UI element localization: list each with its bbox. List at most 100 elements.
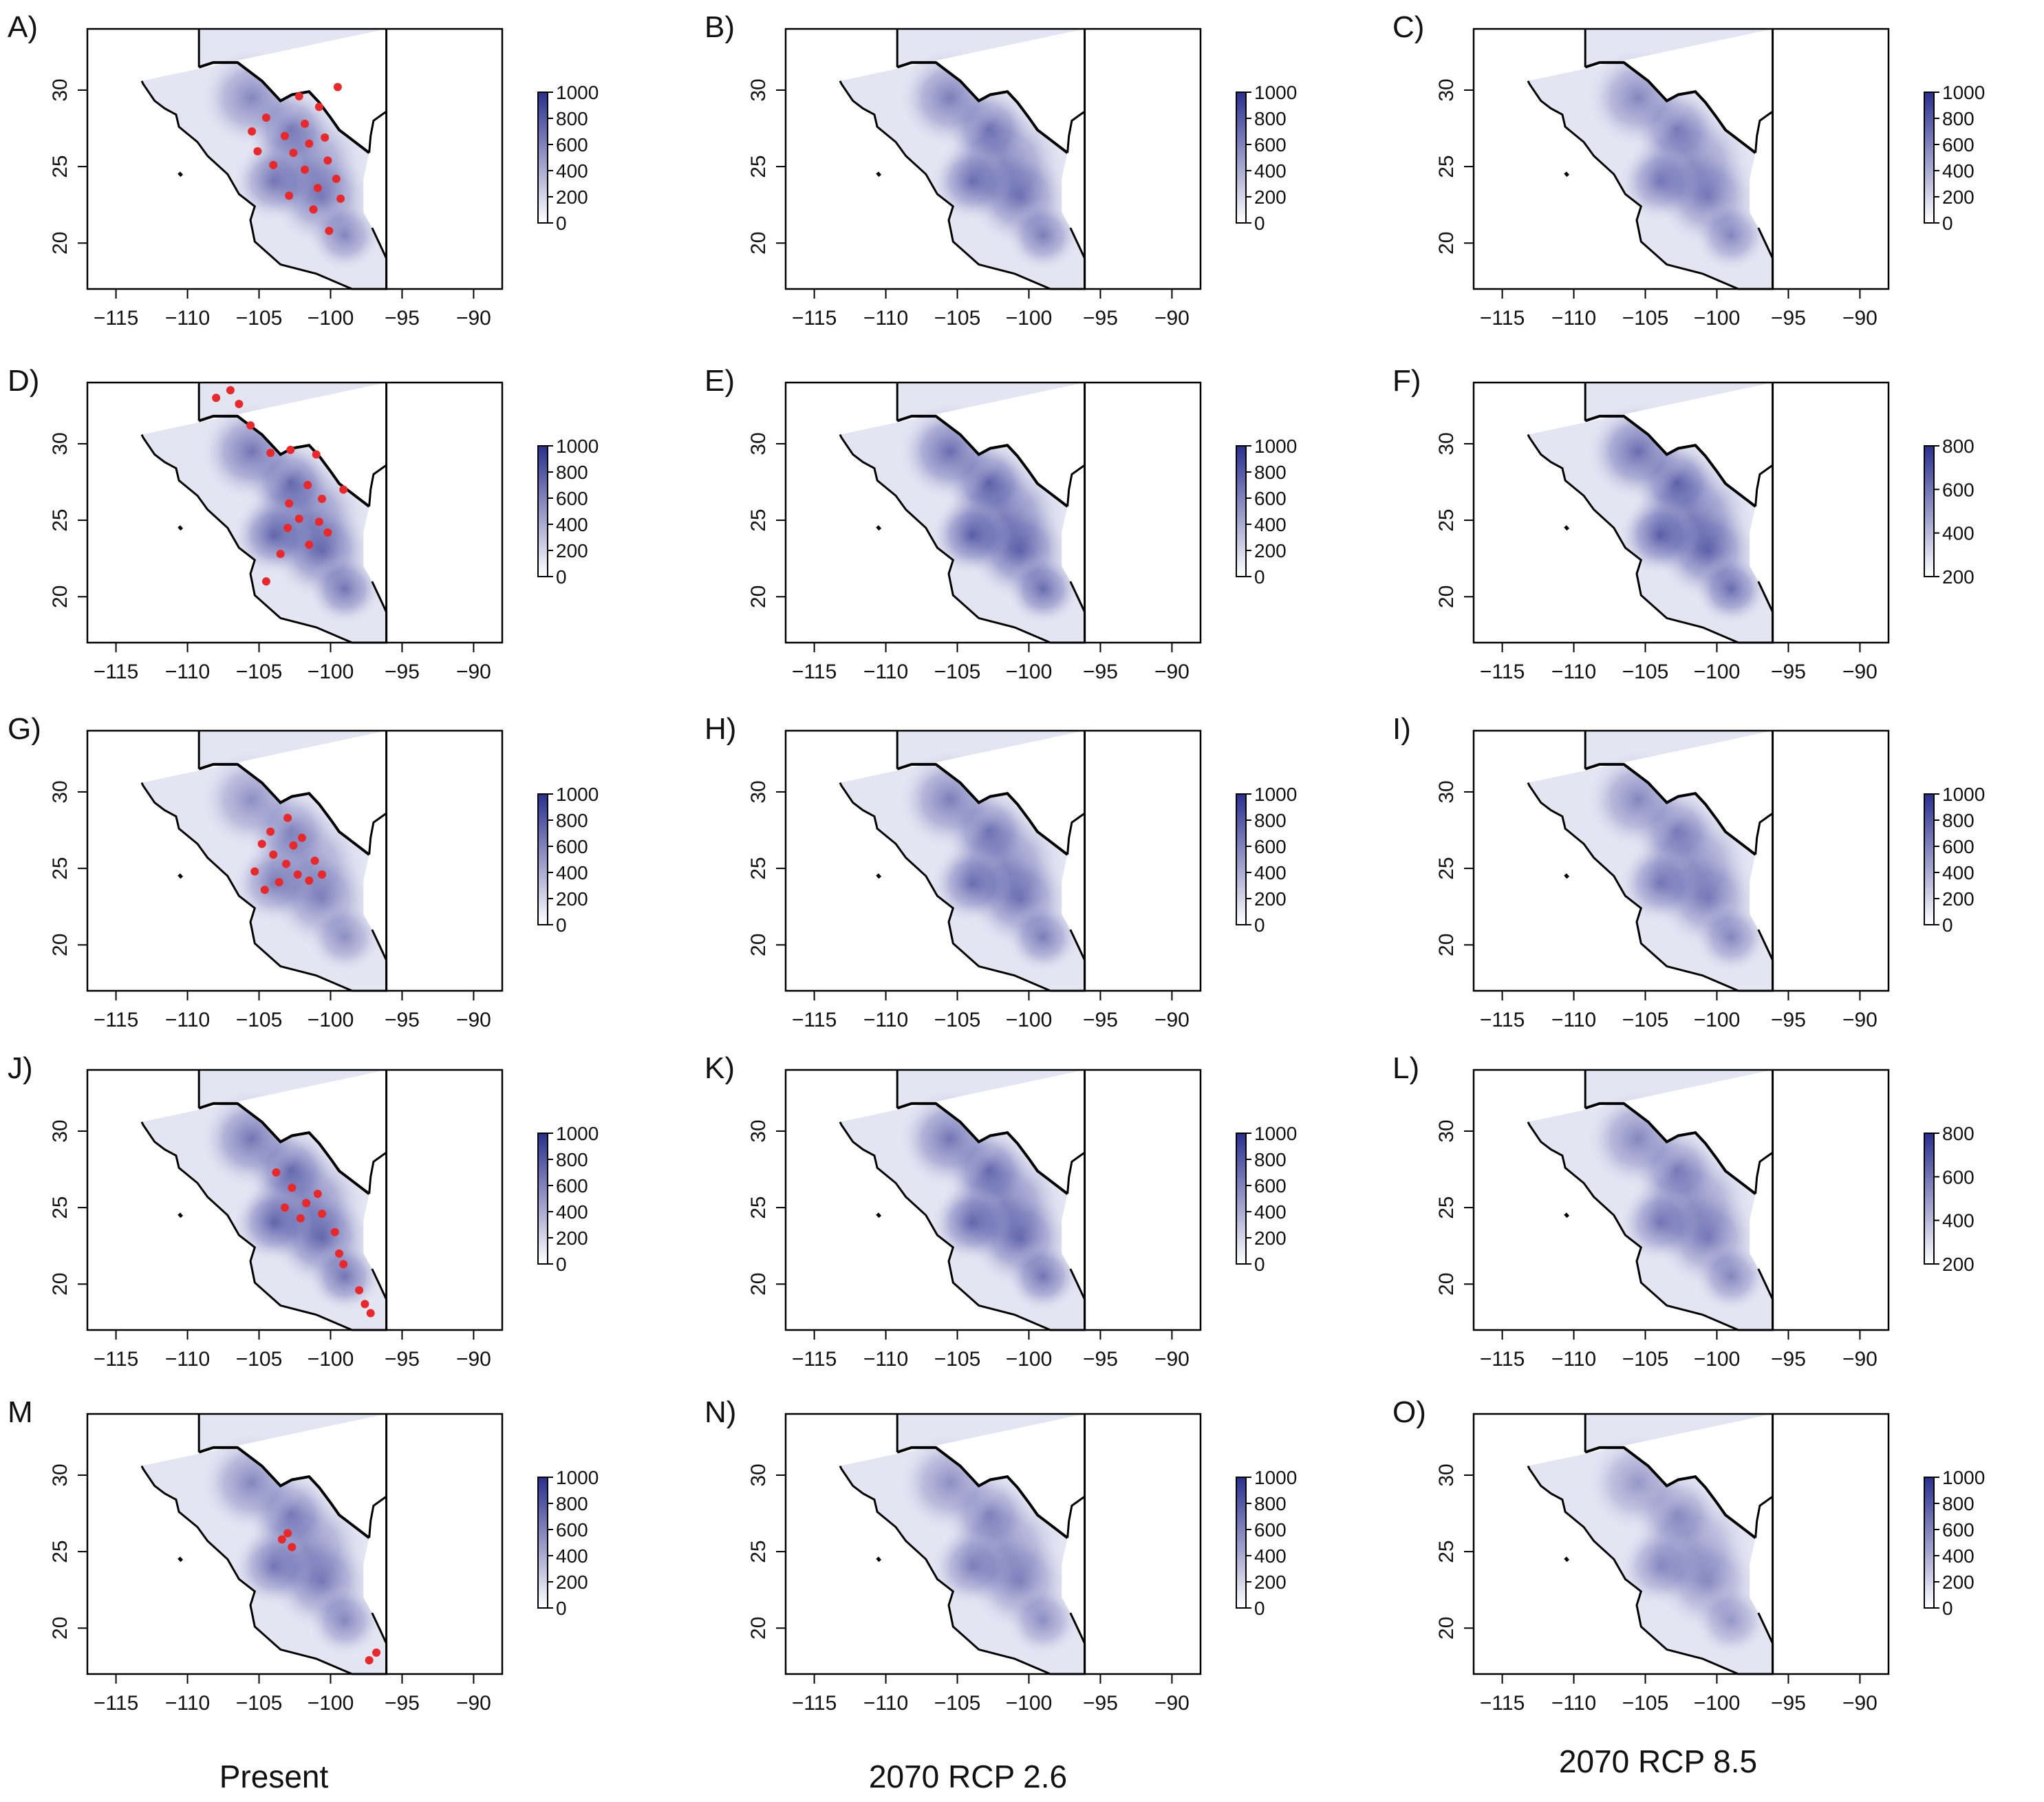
legend-tick-label: 400 [1254, 160, 1287, 182]
legend-tick-label: 800 [1942, 1493, 1975, 1514]
legend-tick-label: 400 [556, 862, 588, 883]
y-tick-label: 25 [1435, 508, 1458, 531]
plot-frame [1472, 381, 1890, 644]
suitability-raster [142, 383, 387, 643]
suitability-hotspot [1695, 1586, 1767, 1655]
legend-tick-label: 1000 [1942, 784, 1985, 805]
x-tick-label: −90 [1842, 661, 1878, 683]
gulf-coast-line [1066, 1495, 1086, 1538]
occurrence-point [212, 394, 221, 403]
x-tick-label: −90 [456, 307, 491, 330]
x-tick-label: −115 [1480, 1009, 1525, 1031]
occurrence-point [280, 131, 289, 140]
occurrence-point [318, 870, 327, 879]
x-tick-label: −115 [792, 1348, 837, 1371]
legend-tick-label: 600 [1942, 836, 1975, 857]
suitability-raster [1528, 1414, 1773, 1674]
occurrence-point [288, 1543, 297, 1552]
x-tick-label: −115 [1480, 661, 1525, 683]
x-tick-label: −100 [308, 1009, 354, 1031]
island-mark [876, 525, 882, 531]
occurrence-point [293, 870, 302, 879]
y-tick-label: 25 [49, 508, 72, 531]
us-mexico-border [896, 1446, 1068, 1539]
occurrence-point [257, 839, 266, 848]
y-tick-label: 30 [747, 432, 770, 455]
occurrence-point [285, 191, 294, 200]
legend-tick-label: 600 [556, 134, 588, 155]
panel-label: J) [8, 1051, 33, 1085]
occurrence-point [282, 859, 291, 868]
map-panel: −115 −110 −105 −100 −95 −90 20 25 30 N) 1000 800 600… [704, 1395, 1297, 1715]
panel-label: O) [1392, 1395, 1426, 1429]
occurrence-point [318, 494, 327, 503]
x-tick-label: −90 [1154, 1009, 1190, 1031]
y-tick-label: 25 [747, 155, 770, 178]
legend-colorbar [537, 793, 548, 925]
map-panel: −115 −110 −105 −100 −95 −90 20 25 30 F) 800 600 400 2… [1392, 364, 1975, 683]
legend-tick-label: 1000 [556, 82, 599, 103]
island-mark [1564, 525, 1570, 531]
legend-tick-label: 800 [1254, 1493, 1287, 1514]
y-tick-label: 25 [747, 857, 770, 879]
x-tick-label: −105 [1622, 1009, 1669, 1031]
legend-tick-label: 200 [556, 540, 588, 561]
us-mexico-border [896, 1102, 1068, 1195]
pacific-coast-line [1527, 1465, 1774, 1675]
legend-tick-label: 200 [1942, 566, 1975, 588]
gulf-coast-line [1754, 464, 1774, 507]
suitability-hotspot [932, 845, 1012, 923]
gulf-coast-line [1754, 812, 1774, 855]
gulf-coast-line [1066, 1151, 1086, 1194]
y-tick-label: 30 [1435, 1463, 1458, 1486]
us-mexico-border [1584, 762, 1756, 856]
suitability-hotspot [1695, 1242, 1767, 1311]
y-tick-label: 30 [747, 780, 770, 803]
occurrence-point [288, 1183, 297, 1192]
legend-tick-label: 0 [556, 213, 567, 234]
legend-tick-label: 200 [556, 1572, 588, 1593]
occurrence-point [312, 450, 321, 459]
occurrence-point [294, 92, 303, 100]
map-panel: −115 −110 −105 −100 −95 −90 20 25 30 G) 1000 800 600… [8, 712, 599, 1031]
legend-tick-label: 400 [1942, 1210, 1975, 1232]
map-panel: −115 −110 −105 −100 −95 −90 20 25 30 H) 1000 800 600… [704, 712, 1297, 1031]
legend-tick-label: 800 [1254, 108, 1287, 129]
y-tick-label: 30 [747, 1463, 770, 1486]
gulf-coast-line [368, 110, 387, 153]
suitability-hotspot [309, 201, 381, 270]
pacific-coast-line [140, 1121, 388, 1331]
x-tick-label: −90 [456, 1692, 491, 1715]
occurrence-point [366, 1309, 375, 1318]
x-tick-label: −105 [1622, 307, 1669, 330]
legend-tick-label: 1000 [556, 436, 599, 457]
us-mexico-border [1584, 414, 1756, 508]
legend-tick-label: 400 [556, 514, 588, 535]
gulf-coast-line [1066, 812, 1086, 855]
legend-colorbar [1236, 445, 1247, 577]
x-tick-label: −100 [1006, 307, 1053, 330]
suitability-raster [840, 1414, 1085, 1674]
legend-colorbar [1924, 1133, 1935, 1265]
island-mark [876, 171, 882, 178]
x-tick-label: −90 [456, 661, 491, 683]
suitability-hotspot [309, 1242, 381, 1311]
gulf-coast-line [1754, 1151, 1774, 1194]
suitability-hotspot [1620, 1528, 1700, 1606]
column-titles: Present 2070 RCP 2.6 2070 RCP 8.5 [219, 1744, 1757, 1794]
suitability-hotspot [1007, 201, 1079, 270]
suitability-hotspot [233, 497, 314, 575]
y-tick-label: 30 [49, 1119, 72, 1142]
legend-tick-label: 400 [1942, 1545, 1975, 1567]
legend-colorbar [1924, 1477, 1935, 1609]
occurrence-point [333, 83, 342, 92]
x-tick-label: −110 [863, 1009, 908, 1031]
plot-frame [784, 1069, 1202, 1331]
legend-colorbar [1924, 793, 1935, 925]
x-tick-label: −100 [308, 1692, 354, 1715]
legend-colorbar [537, 92, 548, 224]
x-tick-label: −105 [236, 1009, 283, 1031]
y-tick-label: 25 [49, 857, 72, 879]
legend-tick-label: 1000 [1942, 82, 1985, 103]
